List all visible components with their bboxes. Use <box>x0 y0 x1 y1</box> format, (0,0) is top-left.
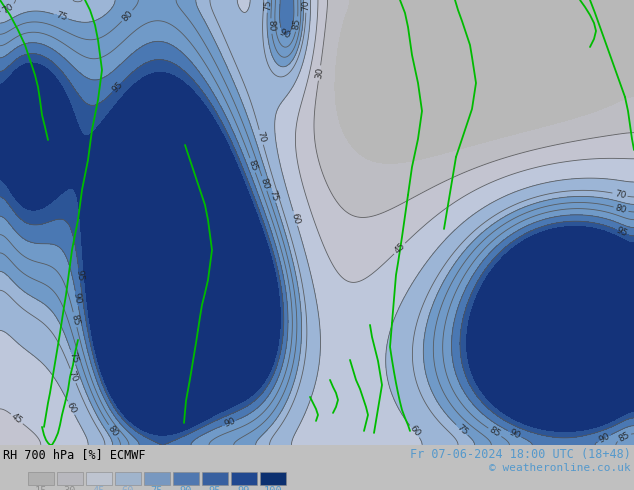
Text: 100: 100 <box>264 486 282 490</box>
Text: 60: 60 <box>65 401 78 415</box>
Text: 95: 95 <box>110 80 125 95</box>
Bar <box>202 472 228 485</box>
Text: 85: 85 <box>617 430 631 443</box>
Text: 85: 85 <box>247 158 259 172</box>
Text: 30: 30 <box>314 67 325 79</box>
Text: 75: 75 <box>268 189 280 202</box>
Text: 45: 45 <box>10 412 24 426</box>
Text: 75: 75 <box>55 10 68 23</box>
Bar <box>231 472 257 485</box>
Text: 99: 99 <box>238 486 250 490</box>
Text: 45: 45 <box>392 242 407 256</box>
Text: © weatheronline.co.uk: © weatheronline.co.uk <box>489 463 631 473</box>
Text: 70: 70 <box>67 369 79 383</box>
Text: 70: 70 <box>301 0 311 11</box>
Text: 90: 90 <box>508 427 522 441</box>
Bar <box>115 472 141 485</box>
Text: 70: 70 <box>256 130 267 144</box>
Bar <box>57 472 83 485</box>
Text: 70: 70 <box>1 1 15 15</box>
Text: 80: 80 <box>614 203 628 215</box>
Bar <box>86 472 112 485</box>
Text: 30: 30 <box>64 486 76 490</box>
Text: 75: 75 <box>455 423 469 437</box>
Bar <box>144 472 170 485</box>
Text: 90: 90 <box>180 486 192 490</box>
Text: 90: 90 <box>277 27 292 41</box>
Text: 85: 85 <box>488 425 502 439</box>
Text: 80: 80 <box>106 424 120 439</box>
Bar <box>28 472 54 485</box>
Text: 75: 75 <box>151 486 163 490</box>
Text: 15: 15 <box>35 486 48 490</box>
Text: Fr 07-06-2024 18:00 UTC (18+48): Fr 07-06-2024 18:00 UTC (18+48) <box>410 448 631 461</box>
Text: 85: 85 <box>292 18 302 30</box>
Text: 75: 75 <box>263 0 273 11</box>
Text: 80: 80 <box>258 176 271 190</box>
Text: 80: 80 <box>120 8 134 23</box>
Bar <box>260 472 286 485</box>
Text: RH 700 hPa [%] ECMWF: RH 700 hPa [%] ECMWF <box>3 448 145 461</box>
Text: 80: 80 <box>266 20 276 32</box>
Text: 90: 90 <box>71 292 82 305</box>
Bar <box>173 472 199 485</box>
Text: 85: 85 <box>69 313 81 326</box>
Text: 45: 45 <box>93 486 105 490</box>
Text: 95: 95 <box>615 226 629 239</box>
Text: 90: 90 <box>223 416 236 429</box>
Text: 60: 60 <box>122 486 134 490</box>
Text: 75: 75 <box>67 350 79 364</box>
Text: 60: 60 <box>408 424 422 439</box>
Text: 95: 95 <box>74 270 85 282</box>
Text: 60: 60 <box>289 212 301 225</box>
Text: 90: 90 <box>597 431 611 444</box>
Text: 70: 70 <box>614 189 626 200</box>
Text: 95: 95 <box>209 486 221 490</box>
